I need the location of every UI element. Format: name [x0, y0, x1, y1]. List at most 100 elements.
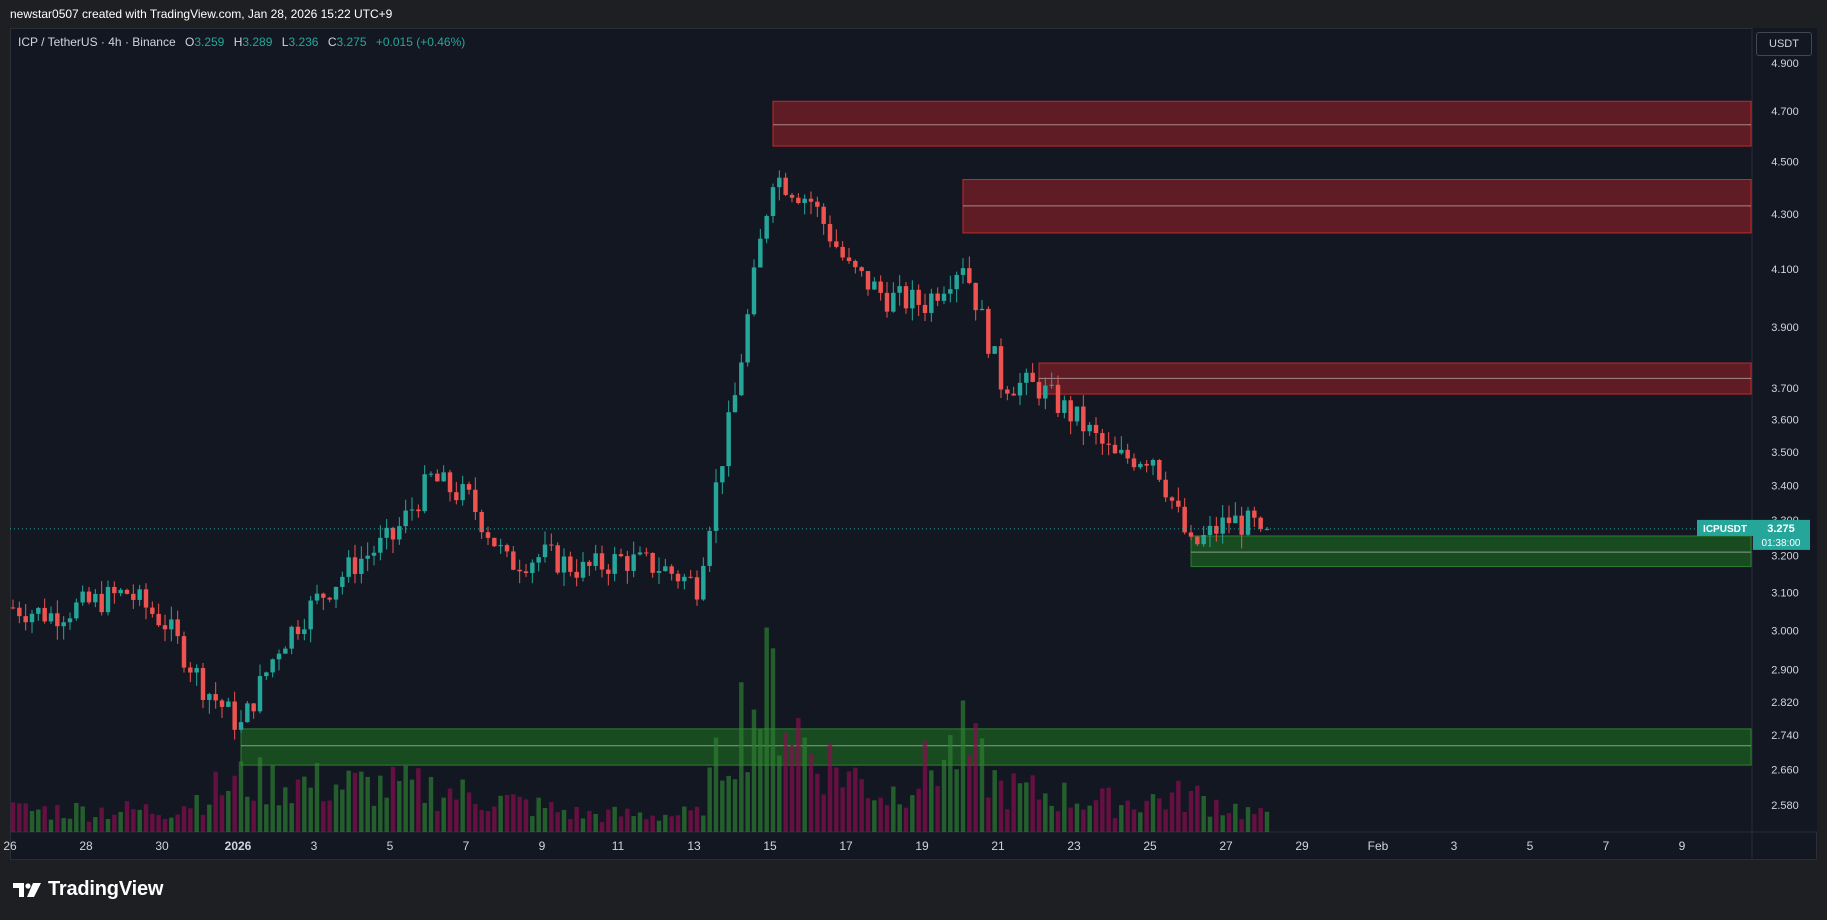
x-tick-label: 30 [155, 839, 169, 853]
volume-bar [10, 802, 16, 832]
y-tick-label: 3.000 [1771, 625, 1799, 637]
volume-bar [1062, 782, 1067, 832]
candle-body [789, 194, 795, 198]
tradingview-brand-name: TradingView [48, 878, 164, 900]
currency-button[interactable]: USDT [1756, 32, 1812, 56]
volume-bar [1182, 811, 1187, 832]
candle-body [55, 613, 60, 627]
candle-body [948, 289, 953, 294]
x-tick-label: 5 [387, 839, 394, 853]
volume-bar [150, 813, 155, 832]
volume-bar [1207, 816, 1213, 832]
candle-body [732, 395, 738, 413]
candle-body [846, 257, 852, 261]
volume-bar [131, 809, 136, 832]
volume-bar [606, 809, 611, 832]
candle-body [1188, 532, 1194, 537]
price-axis [1752, 28, 1817, 832]
volume-bar [17, 803, 22, 832]
y-tick-label: 2.900 [1771, 665, 1799, 677]
volume-bar [574, 806, 579, 832]
candle-body [1176, 500, 1181, 507]
volume-bar [492, 806, 497, 832]
candle-body [251, 703, 256, 712]
candle-body [580, 561, 586, 578]
symbol-legend: ICP / TetherUS · 4h · Binance O3.259 H3.… [18, 35, 465, 49]
volume-bar [352, 772, 358, 832]
volume-bar [732, 779, 738, 832]
candle-body [777, 177, 782, 188]
candle-body [1062, 400, 1067, 413]
volume-bar [124, 801, 130, 832]
volume-bar [1087, 805, 1092, 832]
candle-body [175, 619, 180, 637]
candle-body [137, 589, 142, 600]
candle-body [460, 484, 465, 501]
candle-body [986, 308, 991, 354]
volume-bar [403, 765, 408, 832]
candle-body [23, 616, 28, 623]
open-value: 3.259 [194, 35, 225, 49]
candle-body [973, 282, 978, 311]
candle-body [954, 274, 959, 290]
candle-body [694, 577, 700, 600]
volume-bar [808, 753, 814, 832]
volume-bar [1081, 809, 1086, 832]
candle-body [929, 293, 934, 313]
candle-body [365, 555, 370, 559]
y-tick-label: 2.740 [1771, 730, 1799, 742]
volume-bar [846, 771, 852, 832]
volume-bar [162, 818, 168, 832]
candle-body [74, 602, 79, 619]
volume-bar [327, 800, 332, 832]
volume-bar [156, 815, 161, 832]
volume-bar [973, 723, 978, 832]
candle-body [359, 558, 364, 574]
candle-body [555, 545, 560, 573]
volume-bar [688, 810, 693, 832]
candlestick-chart[interactable]: 4.900 4.700 4.500 4.300 4.100 3.900 3.700 3.600… [0, 0, 1827, 860]
x-tick-label: 7 [463, 839, 470, 853]
volume-bar [739, 682, 744, 832]
candle-body [80, 591, 85, 603]
volume-bar [397, 780, 402, 832]
volume-bar [485, 811, 491, 832]
candle-body [663, 566, 668, 572]
volume-bar [473, 804, 478, 832]
tradingview-brand[interactable]: TradingView [12, 878, 163, 901]
candle-body [270, 659, 275, 673]
x-tick-label: 25 [1143, 839, 1157, 853]
candle-body [536, 557, 541, 563]
volume-bar [998, 780, 1004, 832]
candle-body [181, 636, 187, 668]
volume-bar [1138, 812, 1143, 832]
candle-body [340, 576, 345, 587]
volume-bar [770, 648, 776, 832]
volume-bar [1093, 800, 1099, 832]
candle-body [485, 532, 491, 538]
candle-body [1024, 372, 1029, 383]
volume-bar [910, 795, 915, 832]
candle-body [283, 648, 288, 654]
candle-body [922, 304, 928, 313]
volume-bar [302, 776, 307, 832]
volume-bar [669, 816, 674, 832]
volume-bar [36, 809, 41, 832]
volume-bar [1220, 815, 1225, 832]
candle-body [276, 653, 282, 660]
candle-body [751, 267, 757, 315]
y-tick-label: 3.600 [1771, 414, 1799, 426]
symbol-name[interactable]: ICP / TetherUS · 4h · Binance [18, 35, 176, 49]
candle-body [1100, 433, 1105, 444]
candle-body [397, 526, 402, 540]
candle-body [1226, 517, 1232, 524]
candle-body [99, 593, 104, 613]
volume-bar [1264, 811, 1270, 832]
candle-body [1233, 515, 1238, 524]
volume-bar [251, 800, 256, 832]
chart-frame[interactable] [10, 28, 1817, 860]
candle-body [105, 586, 111, 613]
candle-body [549, 544, 554, 546]
close-value: 3.275 [336, 35, 367, 49]
candle-body [1163, 479, 1168, 498]
